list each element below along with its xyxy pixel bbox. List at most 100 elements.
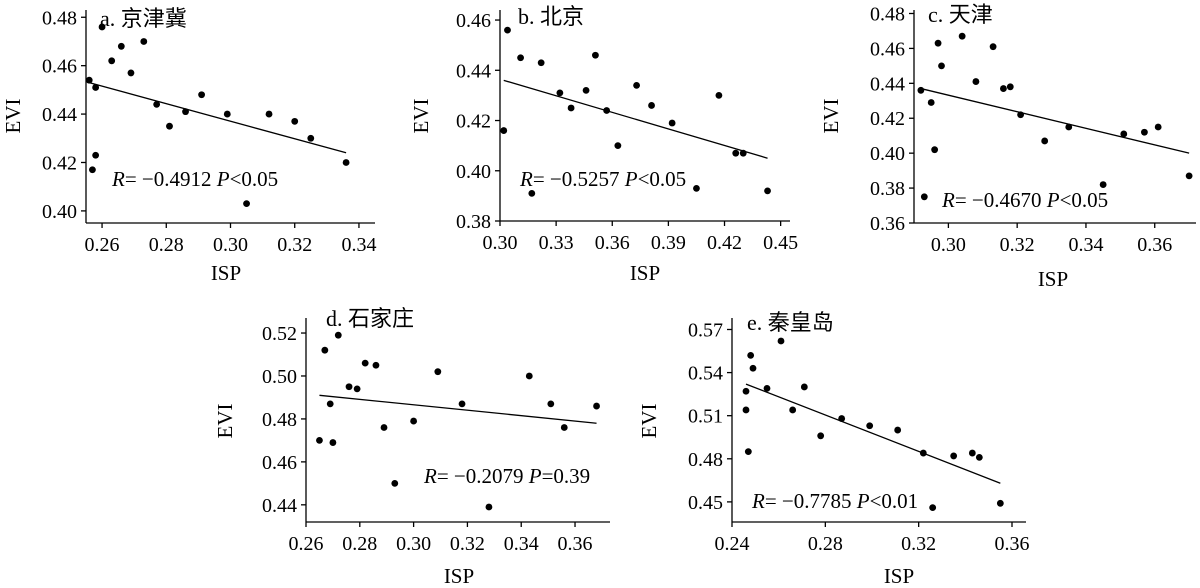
p-value: <0.01 — [870, 489, 919, 513]
x-tick-label: 0.33 — [539, 232, 574, 254]
data-point — [1141, 128, 1148, 136]
y-tick-label: 0.40 — [42, 201, 77, 223]
y-tick-label: 0.46 — [870, 38, 905, 60]
data-point — [975, 453, 983, 461]
y-tick-label: 0.44 — [42, 104, 77, 126]
data-point — [485, 503, 493, 511]
x-tick-label: 0.36 — [595, 232, 630, 254]
data-point — [458, 400, 466, 408]
x-tick-label: 0.28 — [149, 234, 184, 256]
data-point — [434, 368, 442, 376]
regression-line — [920, 87, 1190, 154]
data-point — [789, 406, 797, 414]
data-point — [1154, 123, 1162, 131]
data-point — [391, 479, 399, 487]
data-point — [291, 117, 299, 125]
y-tick-label: 0.36 — [870, 213, 905, 235]
data-point — [537, 59, 545, 67]
y-tick-label: 0.51 — [688, 406, 723, 428]
regression-line — [89, 81, 347, 154]
data-point — [1065, 123, 1073, 131]
y-tick-label: 0.46 — [42, 56, 77, 78]
y-axis-label: EVI — [637, 404, 661, 439]
y-tick-label: 0.44 — [456, 60, 491, 82]
data-point — [334, 331, 342, 339]
x-tick-label: 0.36 — [558, 533, 593, 555]
data-point — [329, 439, 337, 446]
data-point — [668, 119, 676, 127]
x-tick-label: 0.32 — [901, 533, 936, 555]
stat-annotation: R= −0.2079 P=0.39 — [423, 464, 590, 488]
regression-line — [319, 394, 597, 424]
r-symbol: R — [519, 167, 533, 191]
stat-annotation: R= −0.4670 P<0.05 — [941, 188, 1108, 212]
regression-line — [503, 79, 768, 159]
data-point — [117, 42, 125, 50]
data-point — [525, 372, 533, 380]
r-symbol: R — [423, 464, 437, 488]
data-point — [345, 383, 353, 391]
data-point — [938, 62, 945, 70]
x-tick-label: 0.36 — [995, 533, 1030, 555]
data-point — [950, 452, 958, 460]
data-point — [927, 99, 935, 106]
data-point — [800, 383, 808, 391]
data-point — [742, 387, 750, 395]
y-tick-label: 0.46 — [262, 452, 297, 474]
data-point — [1041, 137, 1049, 145]
y-tick-label: 0.57 — [688, 319, 723, 341]
r-symbol: R — [751, 489, 765, 513]
data-point — [85, 76, 93, 84]
panel-d: 0.26 0.28 0.30 0.32 0.34 0.36 0.44 0.46 0.48 0.50… — [213, 306, 610, 588]
data-point — [1185, 172, 1193, 180]
data-point — [633, 81, 640, 89]
data-point — [153, 100, 161, 108]
y-tick-label: 0.38 — [456, 211, 491, 233]
x-axis-label: ISP — [630, 261, 660, 285]
r-symbol: R — [111, 167, 125, 191]
y-tick-label: 0.42 — [42, 152, 77, 174]
data-point — [504, 26, 511, 34]
data-point — [500, 127, 508, 134]
data-point — [744, 448, 752, 456]
data-point — [931, 146, 939, 154]
panel-b: 0.30 0.33 0.36 0.39 0.42 0.45 0.38 0.40 0.42 0.44… — [409, 4, 798, 285]
stat-annotation: R= −0.7785 P<0.01 — [751, 489, 918, 513]
data-point — [866, 422, 874, 430]
x-axis-label: ISP — [1038, 267, 1068, 291]
y-tick-label: 0.40 — [456, 161, 491, 183]
data-point — [326, 400, 334, 408]
y-axis-label: EVI — [409, 99, 433, 134]
x-tick-label: 0.42 — [707, 232, 742, 254]
x-tick-label: 0.39 — [651, 232, 686, 254]
data-point — [92, 151, 100, 159]
x-tick-label: 0.32 — [450, 533, 485, 555]
x-tick-label: 0.24 — [715, 533, 750, 555]
x-tick-label: 0.30 — [213, 234, 248, 256]
data-point — [316, 437, 323, 444]
data-point — [749, 364, 757, 372]
data-point — [592, 51, 599, 59]
data-point — [764, 187, 771, 195]
x-tick-label: 0.34 — [1068, 234, 1103, 256]
x-tick-label: 0.26 — [289, 533, 324, 555]
data-point — [958, 32, 966, 40]
x-tick-label: 0.32 — [277, 234, 312, 256]
x-axis-label: ISP — [884, 564, 914, 588]
data-point — [98, 23, 106, 31]
p-symbol: P — [624, 167, 638, 191]
x-tick-label: 0.30 — [396, 533, 431, 555]
p-symbol: P — [528, 464, 542, 488]
x-tick-label: 0.34 — [504, 533, 539, 555]
data-point — [732, 149, 740, 157]
data-point — [361, 359, 369, 367]
y-axis-label: EVI — [819, 99, 843, 134]
data-point — [380, 424, 388, 431]
y-tick-label: 0.40 — [870, 143, 905, 165]
data-point — [265, 110, 273, 118]
p-symbol: P — [856, 489, 870, 513]
data-point — [556, 89, 564, 97]
panel-title: e. 秦皇岛 — [747, 310, 834, 335]
data-point — [342, 159, 350, 166]
p-value: <0.05 — [1060, 188, 1109, 212]
